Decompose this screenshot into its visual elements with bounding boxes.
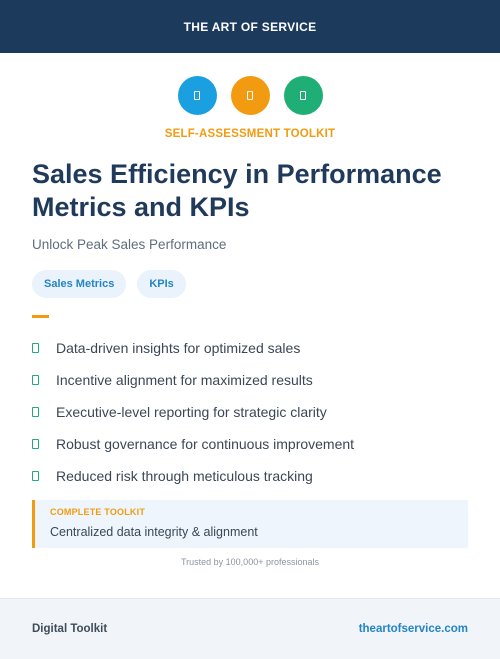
website-link[interactable]: theartofservice.com	[358, 623, 468, 635]
list-item: Data-driven insights for optimized sales	[32, 332, 472, 364]
green-circle-icon	[283, 76, 323, 115]
trust-note: Trusted by 100,000+ professionals	[180, 557, 319, 567]
feature-list: Data-driven insights for optimized sales…	[32, 332, 472, 492]
check-icon	[32, 471, 39, 481]
document-icon	[194, 91, 200, 100]
document-icon	[247, 91, 253, 100]
page-title: Sales Efficiency in Performance Metrics …	[32, 159, 442, 222]
callout-text: Centralized data integrity & alignment	[50, 525, 258, 539]
feature-text: Incentive alignment for maximized result…	[56, 372, 313, 388]
tag-kpis[interactable]: KPIs	[137, 270, 186, 298]
list-item: Incentive alignment for maximized result…	[32, 364, 472, 396]
blue-circle-icon	[177, 76, 217, 115]
check-icon	[32, 407, 39, 417]
feature-text: Data-driven insights for optimized sales	[56, 340, 301, 356]
feature-text: Reduced risk through meticulous tracking	[56, 468, 313, 484]
document-icon	[300, 91, 306, 100]
accent-divider	[32, 315, 49, 318]
orange-circle-icon	[230, 76, 270, 115]
feature-text: Executive-level reporting for strategic …	[56, 404, 327, 420]
list-item: Executive-level reporting for strategic …	[32, 396, 472, 428]
callout-label: COMPLETE TOOLKIT	[50, 507, 146, 517]
footer-label: Digital Toolkit	[32, 623, 108, 635]
header-bar: THE ART OF SERVICE	[0, 0, 500, 53]
list-item: Robust governance for continuous improve…	[32, 428, 472, 460]
check-icon	[32, 375, 39, 385]
list-item: Reduced risk through meticulous tracking	[32, 460, 472, 492]
kicker-label: SELF-ASSESSMENT TOOLKIT	[164, 128, 336, 140]
tag-list: Sales Metrics KPIs	[32, 270, 186, 298]
brand-title: THE ART OF SERVICE	[183, 19, 317, 34]
icon-row	[0, 76, 500, 115]
check-icon	[32, 439, 39, 449]
tag-sales-metrics[interactable]: Sales Metrics	[32, 270, 127, 298]
subtitle: Unlock Peak Sales Performance	[32, 237, 227, 252]
toolkit-callout: COMPLETE TOOLKIT Centralized data integr…	[32, 500, 468, 548]
footer-bar: Digital Toolkit theartofservice.com	[0, 598, 500, 659]
check-icon	[32, 343, 39, 353]
feature-text: Robust governance for continuous improve…	[56, 436, 355, 452]
